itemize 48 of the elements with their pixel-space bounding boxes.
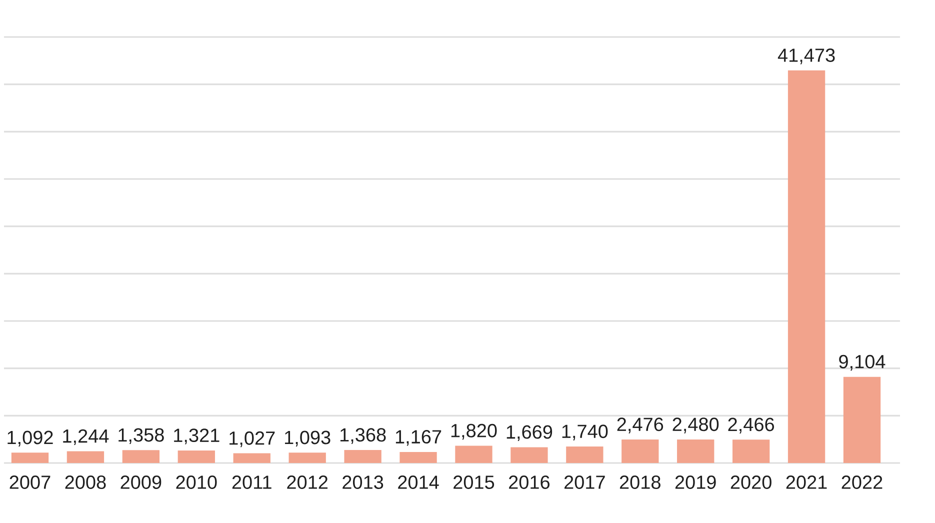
bar <box>122 450 160 463</box>
x-tick-label: 2014 <box>398 476 439 489</box>
data-label: 1,669 <box>506 425 552 441</box>
data-label: 1,027 <box>230 431 275 448</box>
bar <box>622 440 659 463</box>
bar <box>732 440 770 463</box>
x-tick-label: 2011 <box>232 476 272 489</box>
data-label: 2,480 <box>672 418 719 434</box>
bar <box>788 70 826 463</box>
x-tick-label: 2010 <box>176 476 217 489</box>
bar <box>566 446 604 463</box>
data-label: 1,167 <box>396 430 442 446</box>
x-tick-label: 2012 <box>287 476 328 489</box>
x-tick-label: 2021 <box>786 476 827 489</box>
bar <box>178 450 215 463</box>
x-tick-label: 2009 <box>120 476 162 489</box>
x-tick-label: 2019 <box>675 476 716 489</box>
x-tick-label: 2013 <box>342 476 384 489</box>
bar <box>455 446 492 463</box>
x-tick-label: 2022 <box>842 476 882 489</box>
data-label: 1,740 <box>562 424 608 440</box>
data-label: 1,820 <box>451 424 497 440</box>
data-label: 1,093 <box>285 430 330 446</box>
bar <box>344 450 382 463</box>
data-label: 1,321 <box>174 428 220 444</box>
data-label: 1,092 <box>8 430 53 446</box>
data-label: 2,466 <box>728 418 774 434</box>
bar <box>66 451 104 463</box>
x-tick-label: 2015 <box>454 476 494 489</box>
data-label: 9,104 <box>839 354 886 371</box>
x-tick-label: 2018 <box>620 476 660 489</box>
bar <box>233 453 270 463</box>
data-label: 41,473 <box>778 48 835 64</box>
data-label: 1,368 <box>340 428 386 444</box>
x-tick-label: 2007 <box>10 476 50 489</box>
bar <box>400 452 437 463</box>
bar <box>677 440 714 463</box>
data-label: 1,244 <box>63 429 109 446</box>
x-tick-label: 2008 <box>65 476 106 489</box>
bar <box>843 376 881 463</box>
data-label: 2,476 <box>617 418 664 434</box>
x-tick-label: 2020 <box>730 476 772 489</box>
data-label: 1,358 <box>118 428 164 444</box>
x-tick-label: 2016 <box>509 476 550 489</box>
x-tick-label: 2017 <box>564 476 605 489</box>
bar <box>510 447 548 463</box>
bar <box>11 452 49 463</box>
bar <box>288 452 326 463</box>
